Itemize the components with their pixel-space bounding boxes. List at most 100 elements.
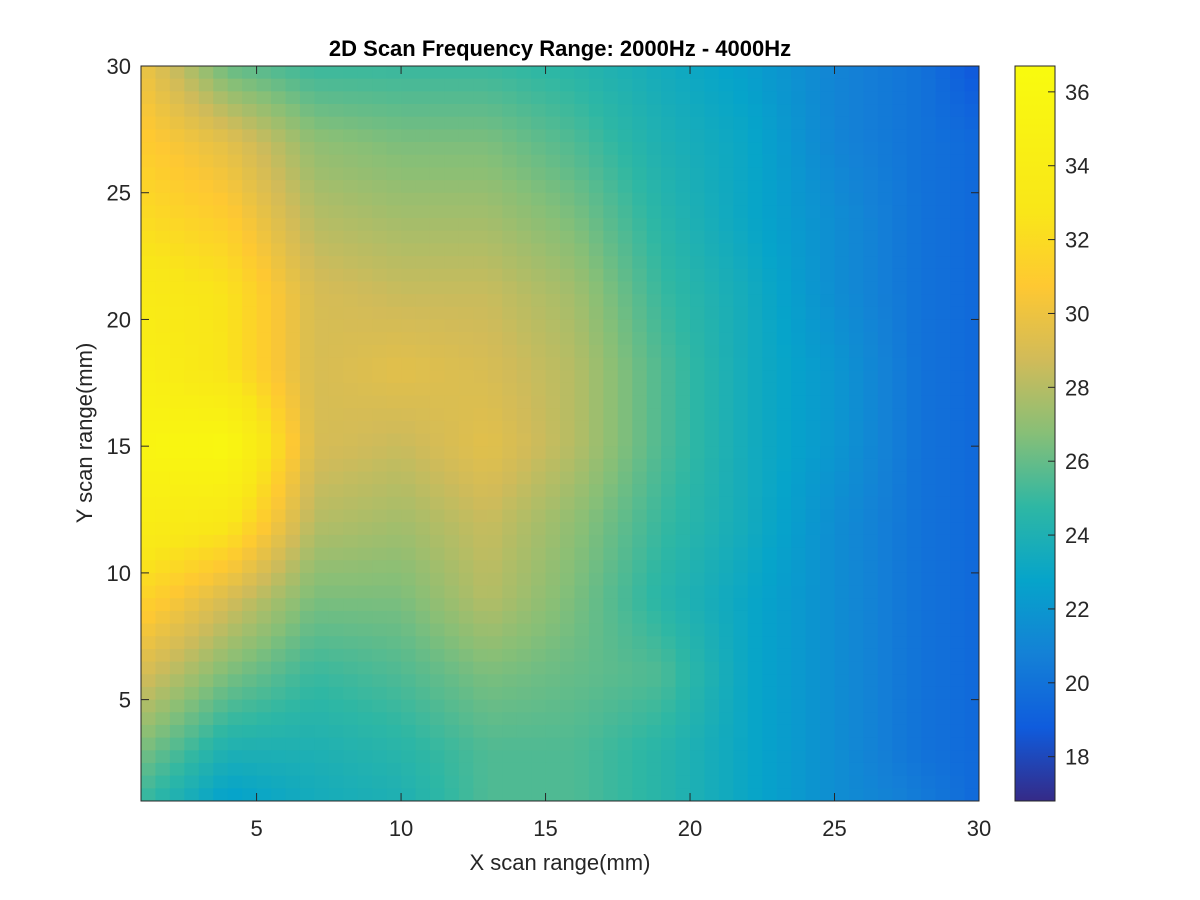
heatmap-cell (690, 294, 706, 308)
heatmap-cell (805, 294, 821, 308)
heatmap-cell (184, 661, 200, 675)
heatmap-cell (892, 509, 908, 523)
heatmap-cell (343, 610, 359, 625)
heatmap-cell (690, 116, 706, 130)
heatmap-cell (791, 357, 807, 371)
heatmap-cell (285, 243, 301, 257)
heatmap-cell (632, 268, 648, 283)
heatmap-cell (950, 357, 966, 371)
heatmap-cell (285, 585, 301, 599)
heatmap-cell (386, 686, 402, 701)
heatmap-cell (675, 294, 691, 308)
heatmap-cell (950, 534, 966, 549)
heatmap-cell (357, 408, 373, 422)
heatmap-cell (834, 788, 850, 801)
heatmap-cell (603, 471, 619, 485)
heatmap-cell (646, 205, 662, 219)
heatmap-cell (213, 370, 229, 384)
heatmap-cell (169, 699, 185, 713)
heatmap-cell (921, 724, 937, 739)
heatmap-cell (675, 674, 691, 688)
heatmap-cell (950, 598, 966, 612)
heatmap-cell (184, 585, 200, 599)
heatmap-cell (429, 268, 446, 283)
heatmap-cell (343, 382, 359, 397)
heatmap-cell (733, 661, 749, 675)
heatmap-cell (299, 230, 315, 245)
heatmap-cell (892, 91, 908, 105)
heatmap-cell (415, 116, 431, 130)
heatmap-cell (820, 496, 836, 511)
heatmap-cell (473, 154, 489, 168)
heatmap-cell (733, 180, 749, 194)
heatmap-cell (531, 712, 547, 726)
heatmap-cell (820, 534, 836, 549)
heatmap-cell (271, 78, 287, 92)
heatmap-cell (733, 78, 749, 92)
heatmap-cell (328, 357, 344, 371)
heatmap-cell (718, 344, 734, 359)
heatmap-cell (458, 712, 474, 726)
heatmap-cell (242, 167, 258, 181)
heatmap-cell (444, 104, 460, 118)
heatmap-cell (473, 218, 489, 232)
heatmap-cell (531, 648, 547, 663)
heatmap-cell (545, 357, 561, 371)
heatmap-cell (805, 471, 821, 485)
heatmap-cell (169, 775, 185, 789)
heatmap-cell (299, 192, 315, 206)
heatmap-cell (574, 192, 590, 206)
heatmap-cell (704, 205, 720, 219)
heatmap-cell (820, 167, 836, 181)
heatmap-cell (762, 294, 778, 308)
heatmap-cell (401, 534, 417, 549)
heatmap-cell (271, 699, 287, 713)
heatmap-cell (242, 737, 258, 751)
heatmap-cell (675, 357, 691, 371)
heatmap-cell (213, 154, 229, 168)
heatmap-cell (473, 471, 489, 485)
heatmap-cell (863, 116, 879, 130)
heatmap-cell (892, 420, 908, 435)
heatmap-cell (935, 344, 951, 359)
heatmap-cell (964, 243, 979, 257)
heatmap-cell (487, 230, 503, 245)
heatmap-cell (950, 205, 966, 219)
heatmap-cell (848, 243, 865, 257)
heatmap-cell (285, 724, 301, 739)
heatmap-cell (314, 268, 330, 283)
heatmap-cell (877, 775, 893, 789)
heatmap-cell (964, 661, 979, 675)
heatmap-cell (603, 762, 619, 777)
heatmap-cell (314, 661, 330, 675)
heatmap-cell (198, 636, 214, 650)
heatmap-cell (213, 686, 229, 701)
heatmap-cell (733, 636, 749, 650)
heatmap-cell (921, 104, 937, 118)
heatmap-cell (935, 712, 951, 726)
heatmap-cell (516, 256, 532, 270)
heatmap-cell (791, 547, 807, 561)
heatmap-cell (314, 775, 330, 789)
heatmap-cell (646, 750, 662, 764)
heatmap-cell (733, 395, 749, 409)
heatmap-cell (141, 382, 157, 397)
heatmap-cell (747, 648, 763, 663)
heatmap-cell (473, 547, 489, 561)
heatmap-cell (848, 661, 865, 675)
heatmap-cell (906, 572, 922, 587)
heatmap-cell (632, 370, 648, 384)
heatmap-cell (560, 496, 576, 511)
heatmap-cell (877, 370, 893, 384)
heatmap-cell (921, 218, 937, 232)
heatmap-cell (256, 788, 272, 801)
heatmap-cell (603, 534, 619, 549)
heatmap-cell (762, 243, 778, 257)
heatmap-cell (820, 648, 836, 663)
heatmap-cell (588, 648, 604, 663)
heatmap-cell (314, 648, 330, 663)
heatmap-cell (747, 598, 763, 612)
heatmap-cell (704, 572, 720, 587)
heatmap-cell (848, 471, 865, 485)
heatmap-cell (863, 737, 879, 751)
